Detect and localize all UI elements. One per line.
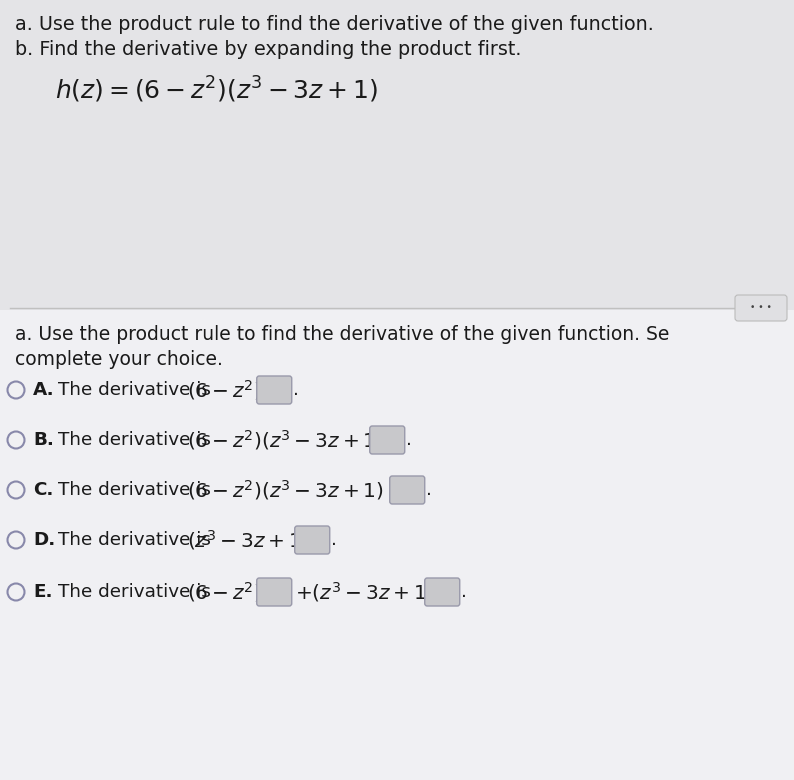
Text: complete your choice.: complete your choice.: [15, 350, 223, 369]
Text: $+\left(z^3-3z+1\right)$: $+\left(z^3-3z+1\right)$: [295, 580, 434, 604]
FancyBboxPatch shape: [425, 578, 460, 606]
Text: • • •: • • •: [750, 303, 772, 313]
Text: .: .: [407, 431, 412, 449]
Text: a. Use the product rule to find the derivative of the given function.: a. Use the product rule to find the deri…: [15, 15, 654, 34]
FancyBboxPatch shape: [0, 310, 794, 780]
Text: $\left(6-z^2\right)\left(z^3-3z+1\right)$: $\left(6-z^2\right)\left(z^3-3z+1\right)…: [187, 428, 384, 452]
Text: $h(z) = \left(6-z^2\right)\left(z^3-3z+1\right)$: $h(z) = \left(6-z^2\right)\left(z^3-3z+1…: [55, 75, 378, 105]
Text: $\left(6-z^2\right)$: $\left(6-z^2\right)$: [187, 580, 262, 604]
Text: $\left(6-z^2\right)$: $\left(6-z^2\right)$: [187, 378, 262, 402]
Text: The derivative is: The derivative is: [58, 431, 217, 449]
FancyBboxPatch shape: [0, 0, 794, 310]
FancyBboxPatch shape: [256, 578, 291, 606]
Text: $\left(z^3-3z+1\right)$: $\left(z^3-3z+1\right)$: [187, 528, 310, 552]
Text: The derivative is: The derivative is: [58, 381, 217, 399]
FancyBboxPatch shape: [735, 295, 787, 321]
Text: .: .: [426, 481, 432, 499]
Text: $\left(6-z^2\right)\left(z^3-3z+1\right)+$: $\left(6-z^2\right)\left(z^3-3z+1\right)…: [187, 478, 404, 502]
FancyBboxPatch shape: [295, 526, 330, 554]
Text: a. Use the product rule to find the derivative of the given function. Se: a. Use the product rule to find the deri…: [15, 325, 669, 344]
Text: D.: D.: [33, 531, 56, 549]
Text: E.: E.: [33, 583, 52, 601]
Text: The derivative is: The derivative is: [58, 583, 217, 601]
Text: A.: A.: [33, 381, 55, 399]
Text: b. Find the derivative by expanding the product first.: b. Find the derivative by expanding the …: [15, 40, 522, 59]
Text: C.: C.: [33, 481, 53, 499]
Text: .: .: [293, 381, 299, 399]
Text: .: .: [331, 531, 337, 549]
Text: B.: B.: [33, 431, 54, 449]
FancyBboxPatch shape: [256, 376, 291, 404]
FancyBboxPatch shape: [390, 476, 425, 504]
Text: The derivative is: The derivative is: [58, 531, 217, 549]
Text: The derivative is: The derivative is: [58, 481, 217, 499]
Text: .: .: [461, 583, 467, 601]
FancyBboxPatch shape: [370, 426, 405, 454]
